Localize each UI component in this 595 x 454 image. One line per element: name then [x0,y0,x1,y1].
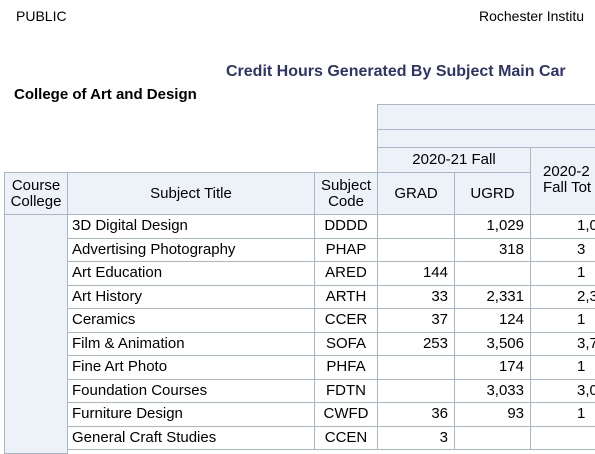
grad-hours-cell [377,238,455,262]
ugrd-hours-cell: 318 [454,238,531,262]
subject-title-cell: Film & Animation [67,332,315,356]
header-band-1 [377,104,595,130]
subject-title-cell: Ceramics [67,308,315,333]
col-header-course-college-line2: College [10,192,62,210]
grad-hours-cell: 36 [377,402,455,427]
ugrd-hours-cell: 93 [454,402,531,427]
header-institution: Rochester Institu [479,8,585,24]
fall-total-cell: 1 [530,261,595,286]
header-band-2 [377,129,595,148]
ugrd-hours-cell: 2,331 [454,285,531,309]
report-title: Credit Hours Generated By Subject Main C… [226,63,566,80]
subject-code-cell: CCEN [314,426,378,450]
subject-title-cell: Advertising Photography [67,238,315,262]
fall-total-cell: 1 [530,355,595,380]
fall-total-cell: 1,0 [530,214,595,239]
ugrd-hours-cell: 3,506 [454,332,531,356]
grad-hours-cell: 37 [377,308,455,333]
subject-code-cell: CWFD [314,402,378,427]
col-header-subject-code-line2: Code [328,192,364,210]
subject-code-cell: FDTN [314,379,378,403]
col-header-ugrd: UGRD [454,172,531,215]
fall-total-cell: 3 [530,238,595,262]
fall-total-cell [530,426,595,450]
col-header-subject-code: Subject Code [314,172,378,215]
col-header-grad: GRAD [377,172,455,215]
fall-total-cell: 3,0 [530,379,595,403]
ugrd-hours-cell: 124 [454,308,531,333]
ugrd-hours-cell: 1,029 [454,214,531,239]
grad-hours-cell [377,355,455,380]
fall-total-cell: 3,7 [530,332,595,356]
col-header-course-college-line1: Course [11,176,61,194]
subject-code-cell: PHFA [314,355,378,380]
grad-hours-cell: 144 [377,261,455,286]
subject-code-cell: DDDD [314,214,378,239]
grad-hours-cell: 33 [377,285,455,309]
subject-title-cell: Foundation Courses [67,379,315,403]
subject-code-cell: ARED [314,261,378,286]
subject-title-cell: General Craft Studies [67,426,315,450]
subject-code-cell: SOFA [314,332,378,356]
subject-title-cell: Furniture Design [67,402,315,427]
total-header-line2: Fall Tot [543,179,592,196]
ugrd-hours-cell [454,426,531,450]
grad-hours-cell: 3 [377,426,455,450]
grad-hours-cell [377,379,455,403]
ugrd-hours-cell: 3,033 [454,379,531,403]
col-header-subject-title: Subject Title [67,172,315,215]
total-header: 2020-2 Fall Tot [530,147,595,215]
subject-title-cell: Art Education [67,261,315,286]
fall-total-cell: 2,3 [530,285,595,309]
subject-title-cell: Art History [67,285,315,309]
subject-title-cell: 3D Digital Design [67,214,315,239]
total-header-line1: 2020-2 [543,163,590,180]
grad-hours-cell [377,214,455,239]
term-header: 2020-21 Fall [377,147,531,173]
col-header-subject-code-line1: Subject [320,176,372,194]
subject-title-cell: Fine Art Photo [67,355,315,380]
ugrd-hours-cell [454,261,531,286]
college-name: College of Art and Design [14,86,197,103]
fall-total-cell: 1 [530,308,595,333]
subject-code-cell: CCER [314,308,378,333]
subject-code-cell: PHAP [314,238,378,262]
fall-total-cell: 1 [530,402,595,427]
ugrd-hours-cell: 174 [454,355,531,380]
header-classification: PUBLIC [16,8,67,24]
subject-code-cell: ARTH [314,285,378,309]
course-college-cell [4,214,68,454]
col-header-course-college: Course College [4,172,68,215]
grad-hours-cell: 253 [377,332,455,356]
